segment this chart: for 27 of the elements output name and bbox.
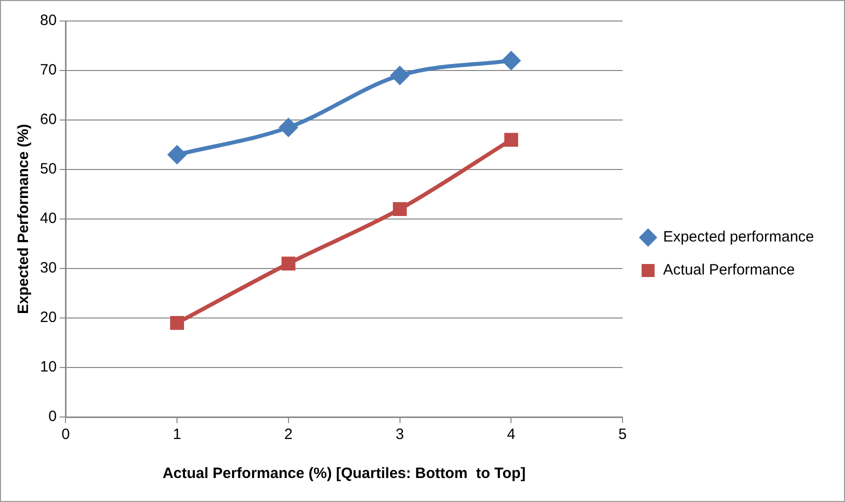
point bbox=[504, 132, 518, 147]
legend-label: Expected performance bbox=[663, 228, 814, 246]
point bbox=[170, 316, 184, 330]
y-axis-title: Expected Performance (%) bbox=[15, 124, 32, 314]
y-tick-label: 20 bbox=[40, 309, 57, 326]
y-tick-label: 80 bbox=[40, 12, 57, 30]
y-tick-label: 50 bbox=[40, 160, 57, 178]
y-tick-label: 0 bbox=[48, 408, 57, 426]
x-axis-title: Actual Performance (%) [Quartiles: Bottom to Top] bbox=[162, 465, 526, 482]
y-tick-label: 70 bbox=[40, 62, 57, 79]
y-tick-label: 30 bbox=[40, 260, 57, 277]
x-tick-label: 2 bbox=[284, 426, 293, 444]
y-tick-label: 40 bbox=[40, 210, 57, 228]
x-tick-label: 0 bbox=[62, 426, 70, 444]
x-tick-label: 4 bbox=[507, 426, 516, 444]
point bbox=[168, 146, 186, 164]
point bbox=[392, 202, 407, 216]
y-tick-label: 10 bbox=[40, 358, 57, 376]
x-tick-label: 3 bbox=[396, 426, 404, 444]
point bbox=[279, 118, 298, 136]
point bbox=[502, 52, 520, 70]
x-tick-label: 5 bbox=[618, 426, 627, 444]
y-tick-label: 60 bbox=[40, 111, 57, 128]
point bbox=[390, 66, 409, 84]
x-tick-label: 1 bbox=[172, 426, 182, 444]
point bbox=[281, 256, 296, 270]
legend-label: Actual Performance bbox=[663, 262, 795, 279]
